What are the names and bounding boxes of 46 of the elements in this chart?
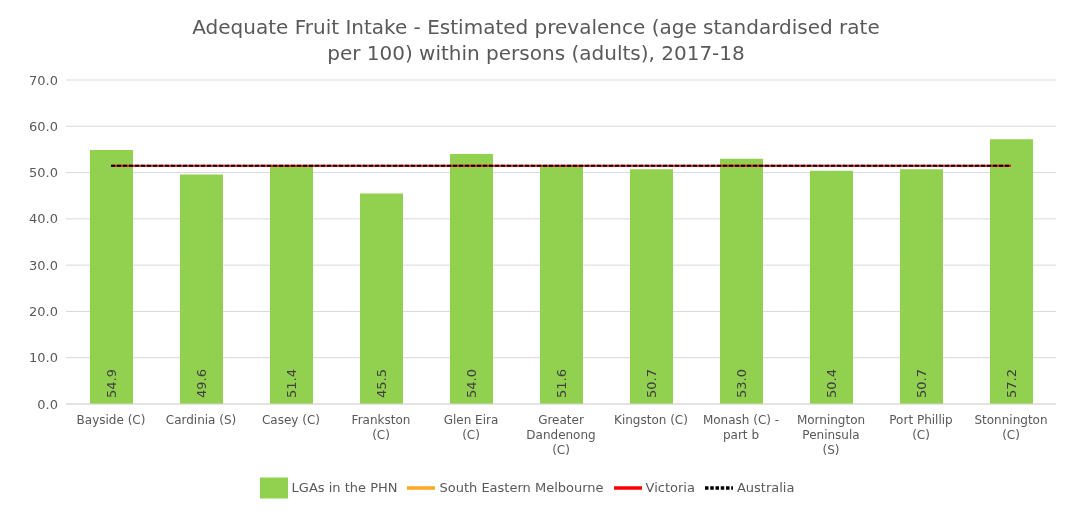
data-label: 54.0 [464,369,479,398]
y-tick-label: 60.0 [29,118,58,134]
legend-label: Victoria [645,479,695,495]
x-tick-label: Cardinia (S) [165,413,237,427]
x-tick-label: Greater Dandenong (C) [526,413,596,457]
legend-label: South Eastern Melbourne [439,479,604,495]
bar [720,158,763,404]
data-label: 50.7 [914,369,929,398]
data-label: 50.4 [824,369,839,398]
bar [990,139,1033,404]
bar [450,154,493,404]
x-tick-label: Port Phillip (C) [889,413,953,442]
x-tick-label: Monash (C) - part b [702,413,780,442]
bar [810,170,853,404]
data-label: 51.6 [554,369,569,398]
bar [630,169,673,404]
bar [900,169,943,404]
x-tick-label: Mornington Peninsula (S) [796,413,866,457]
x-tick-label: Bayside (C) [76,413,146,427]
data-label: 54.9 [104,369,119,398]
bar [360,193,403,404]
data-label: 50.7 [644,369,659,398]
x-tick-label: Frankston (C) [351,413,411,442]
bar [270,166,313,404]
y-tick-label: 70.0 [29,72,58,88]
y-tick-label: 40.0 [29,211,58,227]
y-tick-label: 50.0 [29,165,58,181]
y-tick-label: 30.0 [29,257,58,273]
legend-label: Australia [736,479,795,495]
data-label: 57.2 [1004,369,1019,398]
legend-label: LGAs in the PHN [291,479,398,495]
chart-title: Adequate Fruit Intake - Estimated prevalence (age standardised rate per 100) within persons (adults), 2017-18 [191,14,881,66]
x-tick-label: Kingston (C) [614,413,688,427]
bar [180,174,223,404]
y-tick-label: 0.0 [37,396,58,412]
y-tick-label: 20.0 [29,304,58,320]
y-tick-label: 10.0 [29,350,58,366]
bar [540,165,583,404]
bar [90,149,133,404]
x-tick-label: Glen Eira (C) [443,413,499,442]
data-label: 53.0 [734,369,749,398]
x-tick-label: Stonnington (C) [974,413,1048,442]
data-label: 45.5 [374,369,389,398]
x-tick-label: Casey (C) [261,413,321,427]
data-label: 51.4 [284,369,299,398]
data-label: 49.6 [194,369,209,398]
